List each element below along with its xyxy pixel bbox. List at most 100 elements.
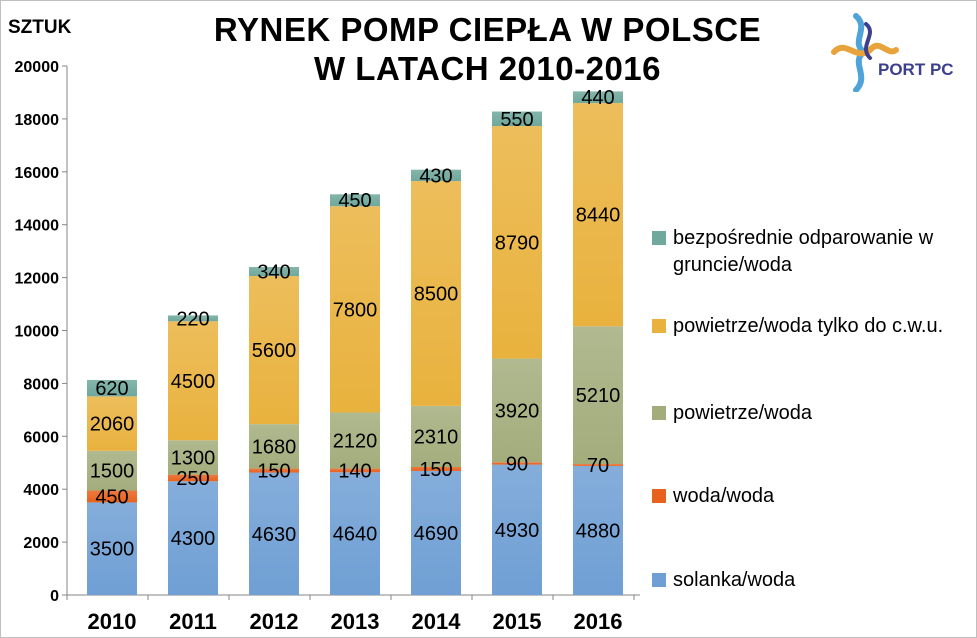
data-label: 2120 xyxy=(333,431,378,453)
data-label: 250 xyxy=(176,468,209,490)
bar-segment xyxy=(249,267,299,277)
data-label: 450 xyxy=(95,486,128,508)
axes: 0 2000 4000 6000 8000 10000 12000 14000 16000 180… xyxy=(15,59,640,634)
data-label: 8440 xyxy=(576,205,621,227)
legend-label: solanka/woda xyxy=(673,569,796,591)
bar-segment xyxy=(330,472,380,595)
bar-segment xyxy=(168,315,218,322)
data-label: 140 xyxy=(338,460,371,482)
data-label: 1680 xyxy=(252,436,297,458)
bar-segment xyxy=(411,181,461,406)
data-label: 620 xyxy=(95,378,128,400)
data-label: 550 xyxy=(500,109,533,131)
y-tick-label: 0 xyxy=(50,588,59,605)
port-pc-logo: PORT PC xyxy=(826,12,966,93)
data-label: 7800 xyxy=(333,299,378,321)
data-label: 450 xyxy=(338,190,371,212)
bar-segment xyxy=(492,126,542,359)
data-label: 4880 xyxy=(576,520,621,542)
x-category-label: 2014 xyxy=(412,609,462,634)
y-tick-label: 18000 xyxy=(15,112,60,129)
data-label: 4300 xyxy=(171,528,216,550)
x-category-label: 2011 xyxy=(169,609,217,634)
data-label: 340 xyxy=(257,262,290,284)
y-tick-label: 8000 xyxy=(23,376,59,393)
chart-title-line-1: RYNEK POMP CIEPŁA W POLSCE xyxy=(213,11,762,48)
bar-segment xyxy=(411,169,461,182)
legend-label: powietrze/woda xyxy=(673,402,812,424)
data-label: 4640 xyxy=(333,524,378,546)
legend-swatch xyxy=(652,406,666,420)
x-category-label: 2013 xyxy=(331,609,380,634)
bar-segment xyxy=(249,424,299,469)
bar-segment xyxy=(249,472,299,595)
bar-segment xyxy=(411,470,461,595)
bar-segment xyxy=(411,466,461,471)
data-label: 4630 xyxy=(252,524,297,546)
x-category-label: 2015 xyxy=(493,609,542,634)
legend-label: woda/woda xyxy=(673,485,775,507)
x-category-label: 2010 xyxy=(88,609,137,634)
data-label: 2310 xyxy=(414,426,459,448)
y-tick-label: 10000 xyxy=(15,324,60,341)
bar-segment xyxy=(168,481,218,595)
data-label: 3500 xyxy=(90,539,135,561)
data-label: 150 xyxy=(419,459,452,481)
bar-segment xyxy=(573,103,623,327)
legend-swatch xyxy=(652,489,666,503)
x-category-label: 2016 xyxy=(574,609,623,634)
bar-segment xyxy=(411,405,461,467)
bar-segment xyxy=(87,502,137,595)
data-label: 4500 xyxy=(171,371,216,393)
bar-segment xyxy=(330,468,380,473)
y-tick-label: 14000 xyxy=(15,218,60,235)
bars xyxy=(87,91,623,595)
y-tick-label: 16000 xyxy=(15,165,60,182)
bar-segment xyxy=(573,326,623,465)
bar-segment xyxy=(249,468,299,473)
data-label: 1500 xyxy=(90,461,135,483)
data-label: 70 xyxy=(587,455,609,477)
bar-segment xyxy=(168,321,218,441)
legend-label: bezpośrednie odparowanie w gruncie/woda xyxy=(673,227,934,276)
data-label: 8790 xyxy=(495,232,540,254)
bar-segment xyxy=(330,194,380,207)
data-label: 440 xyxy=(581,87,614,109)
bar-segment xyxy=(492,462,542,465)
bar-segment xyxy=(492,358,542,463)
data-label: 90 xyxy=(506,453,528,475)
bar-segment xyxy=(87,396,137,451)
logo-text: PORT PC xyxy=(878,60,954,79)
logo-mark-icon xyxy=(831,13,899,93)
data-label: 150 xyxy=(257,461,290,483)
bar-segment xyxy=(573,91,623,104)
legend-label: powietrze/woda tylko do c.w.u. xyxy=(673,315,944,337)
bar-segment xyxy=(330,412,380,469)
y-tick-label: 4000 xyxy=(23,482,59,499)
bar-segment xyxy=(492,111,542,127)
bar-segment xyxy=(168,440,218,475)
legend-swatch xyxy=(652,319,666,333)
y-tick-label: 2000 xyxy=(23,535,59,552)
bar-segment xyxy=(87,379,137,397)
bar-segment xyxy=(249,276,299,425)
data-label: 3920 xyxy=(495,400,540,422)
data-label: 4690 xyxy=(414,523,459,545)
data-label: 4930 xyxy=(495,520,540,542)
y-tick-label: 12000 xyxy=(15,271,60,288)
bar-segment xyxy=(573,465,623,595)
chart-title-line-2: W LATACH 2010-2016 xyxy=(313,50,662,87)
data-label: 220 xyxy=(176,308,209,330)
bar-segment xyxy=(330,206,380,413)
bar-segment xyxy=(87,490,137,503)
y-axis-unit-label: SZTUK xyxy=(8,17,72,38)
data-label: 2060 xyxy=(90,414,135,436)
data-label: 5210 xyxy=(576,385,621,407)
data-label: 430 xyxy=(419,165,452,187)
bar-segment xyxy=(168,474,218,482)
legend-swatch xyxy=(652,573,666,587)
y-tick-label: 6000 xyxy=(23,429,59,446)
data-label: 1300 xyxy=(171,447,216,469)
